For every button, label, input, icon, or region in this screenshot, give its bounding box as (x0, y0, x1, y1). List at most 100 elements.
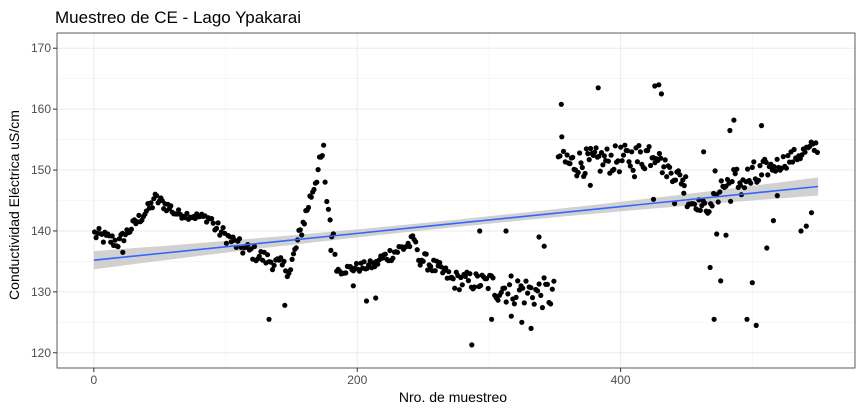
data-point (662, 157, 668, 163)
plot-panel-border (56, 32, 856, 369)
data-point (534, 288, 541, 294)
data-point (268, 259, 274, 265)
data-point (659, 170, 665, 176)
data-point (763, 159, 769, 165)
data-point (281, 258, 287, 264)
data-point (305, 204, 312, 211)
data-point (798, 228, 804, 234)
data-point (394, 249, 401, 255)
data-point (503, 299, 509, 305)
data-point (350, 283, 356, 289)
data-point (343, 270, 349, 276)
data-point (601, 153, 607, 159)
data-point (712, 168, 718, 174)
data-point (541, 243, 547, 249)
data-point (213, 225, 220, 231)
data-point (583, 146, 590, 152)
data-point (774, 156, 780, 162)
data-point (570, 154, 576, 160)
data-point (608, 152, 614, 158)
data-point (282, 302, 288, 308)
data-point (681, 183, 687, 189)
data-point (327, 217, 333, 223)
data-point (521, 300, 527, 306)
data-point (661, 164, 667, 170)
data-point (759, 172, 765, 178)
data-point (729, 179, 735, 185)
data-point (664, 174, 670, 180)
data-point (120, 249, 126, 255)
data-point (289, 256, 295, 262)
y-tick-label: 170 (31, 41, 51, 55)
data-point (706, 209, 712, 215)
data-point (136, 212, 142, 218)
data-point (536, 281, 542, 287)
data-point (204, 219, 210, 225)
data-point (269, 267, 276, 273)
data-point (627, 163, 633, 169)
data-point (115, 244, 121, 250)
data-point (324, 198, 330, 205)
data-point (772, 168, 779, 174)
data-point (656, 82, 662, 88)
data-point (525, 290, 531, 296)
data-point (325, 206, 331, 212)
data-point (301, 221, 307, 227)
data-point (785, 153, 791, 159)
chart-title: Muestreo de CE - Lago Ypakarai (55, 8, 301, 27)
data-point (672, 200, 678, 207)
data-point (290, 251, 297, 257)
data-point (251, 243, 257, 250)
data-point (484, 276, 490, 282)
data-point (443, 265, 449, 271)
data-point (707, 264, 713, 271)
y-tick-label: 120 (31, 346, 51, 360)
data-point (529, 295, 536, 301)
data-point (420, 258, 426, 264)
data-point (711, 316, 717, 322)
data-point (593, 145, 599, 151)
data-point (256, 253, 262, 259)
data-point (508, 313, 514, 319)
data-point (505, 291, 511, 297)
data-point (771, 164, 777, 170)
data-point (652, 83, 658, 89)
data-point (753, 322, 759, 328)
data-point (737, 182, 744, 188)
x-axis-title: Nro. de muestreo (399, 389, 507, 405)
data-point (459, 282, 465, 288)
data-point (727, 127, 733, 134)
data-point (508, 273, 514, 279)
data-point (96, 225, 102, 232)
data-point (148, 200, 154, 206)
data-point (709, 203, 715, 209)
data-point (677, 172, 683, 178)
data-point (723, 232, 729, 238)
data-point (718, 278, 724, 284)
data-point (319, 153, 325, 159)
data-point (764, 245, 770, 251)
data-point (758, 123, 765, 129)
data-point (648, 162, 654, 169)
grid (57, 33, 855, 368)
data-point (428, 263, 434, 270)
data-point (168, 203, 174, 209)
data-point (548, 301, 554, 307)
data-point (597, 168, 603, 174)
data-point (321, 142, 327, 148)
data-point (675, 168, 682, 174)
data-point (363, 298, 370, 304)
data-point (438, 264, 444, 270)
data-point (749, 164, 755, 170)
data-point (100, 239, 106, 245)
data-point (622, 142, 628, 148)
data-point (314, 179, 320, 185)
data-point (732, 171, 738, 177)
axis-ticks: 120 130 140 150 160 170 0 200 400 (31, 41, 631, 387)
data-point (626, 159, 632, 165)
data-point (728, 198, 734, 204)
data-point (299, 232, 305, 238)
data-point (783, 165, 790, 171)
data-point (645, 147, 651, 154)
